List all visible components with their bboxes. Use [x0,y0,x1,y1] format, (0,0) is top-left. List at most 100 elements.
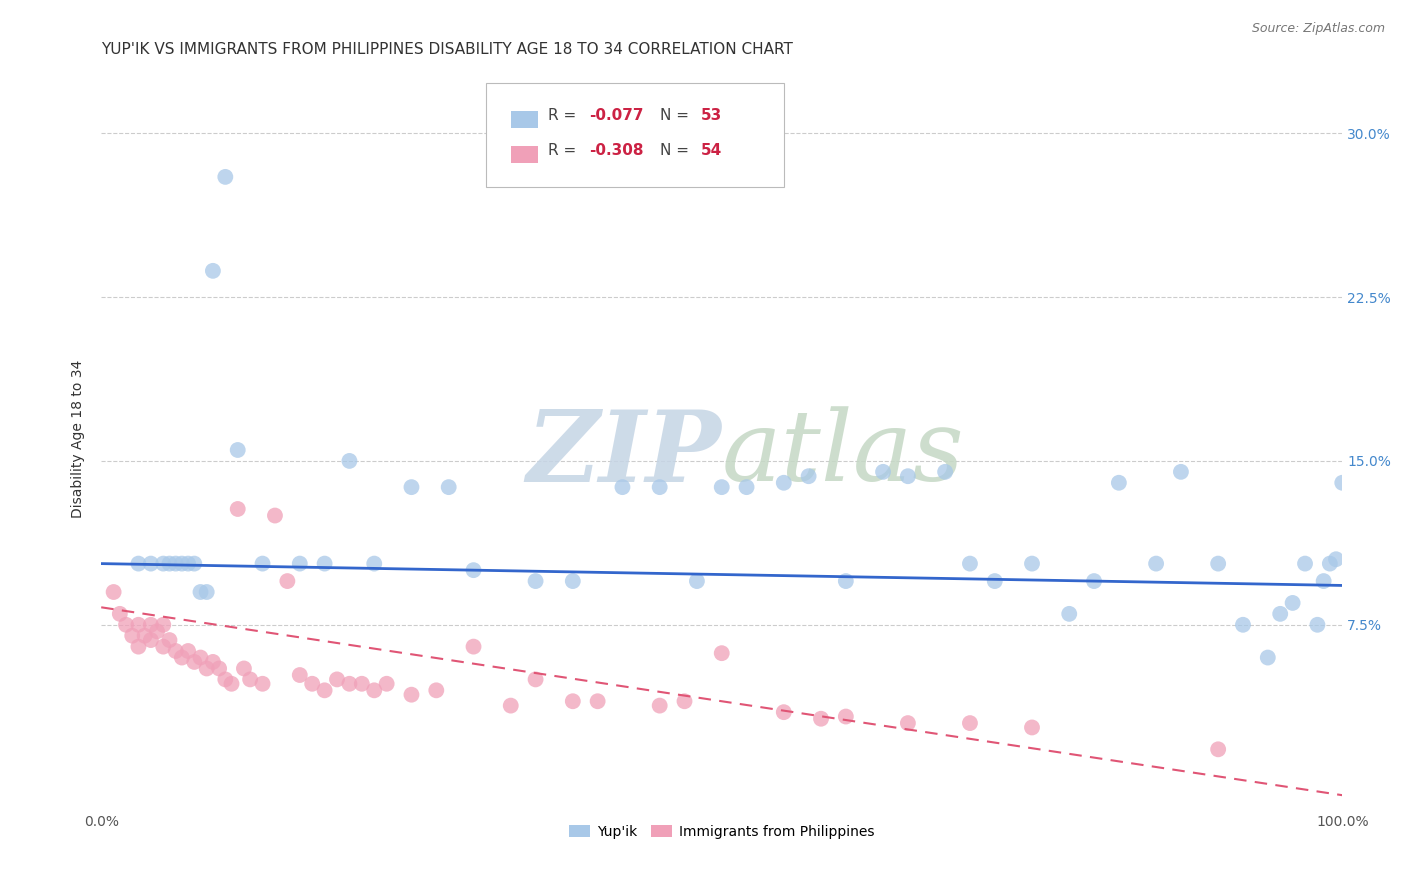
Point [127,640,149,654]
Text: -0.077: -0.077 [589,109,644,123]
Point [1206,557,1229,571]
Point [772,705,794,719]
Point [561,574,583,588]
Point [170,557,193,571]
Point [314,557,336,571]
Point [121,629,143,643]
Point [276,574,298,588]
Point [673,694,696,708]
Point [146,624,169,639]
Point [401,688,423,702]
Point [524,574,547,588]
Point [159,557,181,571]
Point [1170,465,1192,479]
Point [103,585,125,599]
Point [499,698,522,713]
Point [214,169,236,184]
Text: YUP'IK VS IMMIGRANTS FROM PHILIPPINES DISABILITY AGE 18 TO 34 CORRELATION CHART: YUP'IK VS IMMIGRANTS FROM PHILIPPINES DI… [101,42,793,57]
Point [201,655,224,669]
Point [139,557,162,571]
Point [1306,617,1329,632]
FancyBboxPatch shape [510,146,538,162]
Point [226,442,249,457]
Point [1144,557,1167,571]
Point [152,557,174,571]
Point [524,673,547,687]
Point [1257,650,1279,665]
Point [170,650,193,665]
Point [648,480,671,494]
Point [710,480,733,494]
Point [1331,475,1354,490]
Text: R =: R = [548,109,581,123]
Point [339,454,361,468]
Point [288,557,311,571]
Point [195,661,218,675]
FancyBboxPatch shape [486,82,783,186]
Text: 53: 53 [700,109,721,123]
Point [326,673,349,687]
Point [252,557,274,571]
Text: N =: N = [659,109,693,123]
Point [177,557,200,571]
Point [190,585,212,599]
Point [314,683,336,698]
Point [108,607,131,621]
Point [586,694,609,708]
Point [288,668,311,682]
Point [1324,552,1347,566]
Point [897,716,920,731]
Point [710,646,733,660]
Point [934,465,956,479]
Point [363,683,385,698]
Text: -0.308: -0.308 [589,144,644,159]
Point [183,655,205,669]
Point [1083,574,1105,588]
Point [264,508,287,523]
Point [959,557,981,571]
Point [363,557,385,571]
Text: R =: R = [548,144,581,159]
Point [115,617,138,632]
Point [463,640,485,654]
Point [810,712,832,726]
Point [1270,607,1292,621]
Point [835,574,858,588]
Point [221,677,243,691]
Point [214,673,236,687]
Point [232,661,254,675]
Point [401,480,423,494]
Text: 54: 54 [700,144,721,159]
Point [375,677,398,691]
Text: atlas: atlas [721,406,965,501]
Point [1319,557,1341,571]
Point [201,264,224,278]
Text: N =: N = [659,144,693,159]
Point [350,677,373,691]
Point [648,698,671,713]
Text: ZIP: ZIP [527,406,721,502]
Point [1294,557,1316,571]
Point [159,633,181,648]
Text: Source: ZipAtlas.com: Source: ZipAtlas.com [1251,22,1385,36]
Point [1021,721,1043,735]
Point [1281,596,1303,610]
Point [1057,607,1080,621]
Point [127,557,149,571]
Point [959,716,981,731]
Point [561,694,583,708]
Point [190,650,212,665]
Point [897,469,920,483]
Point [177,644,200,658]
Point [735,480,758,494]
Point [139,617,162,632]
Point [152,617,174,632]
Point [152,640,174,654]
Point [239,673,262,687]
Point [425,683,447,698]
Point [134,629,156,643]
Point [252,677,274,691]
Point [1232,617,1254,632]
Point [1206,742,1229,756]
Point [183,557,205,571]
